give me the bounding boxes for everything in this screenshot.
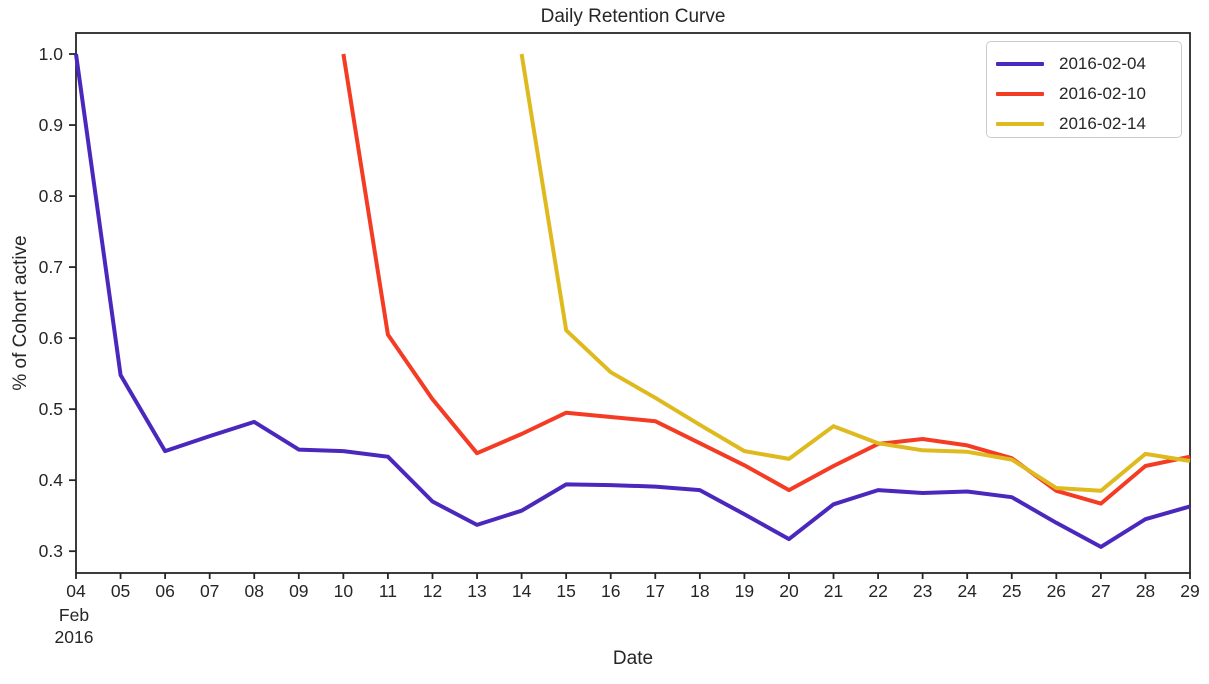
x-tick-label: 13 [467, 581, 486, 601]
x-tick-label: 19 [735, 581, 754, 601]
x-tick-label: 10 [334, 581, 354, 601]
legend-entry-cohort-0204: 2016-02-04 [987, 49, 1181, 79]
series-line-2016-02-04 [74, 53, 1191, 549]
series-line-2016-02-14 [519, 53, 1191, 493]
x-tick-label: 28 [1136, 581, 1155, 601]
x-tick-label: 29 [1180, 581, 1199, 601]
x-tick-label: 24 [957, 581, 977, 601]
y-tick-label: 0.5 [39, 399, 63, 419]
legend-line-swatch [996, 122, 1044, 126]
x-tick-label: 11 [379, 581, 397, 601]
legend-line-swatch [996, 62, 1044, 66]
x-tick-label: 17 [646, 581, 665, 601]
legend-line-swatch [996, 92, 1044, 96]
x-tick-label: 27 [1091, 581, 1110, 601]
y-tick-label: 0.6 [39, 328, 63, 348]
y-tick-label: 0.3 [39, 541, 63, 561]
y-tick-label: 0.9 [39, 115, 63, 135]
x-tick-label: 26 [1047, 581, 1066, 601]
x-tick-label: 09 [289, 581, 308, 601]
legend-label: 2016-02-14 [1059, 114, 1146, 133]
x-tick-label: 07 [200, 581, 219, 601]
x-axis-label: Date [612, 648, 654, 669]
x-tick-label: 04 [66, 581, 86, 601]
x-tick-label: 08 [245, 581, 264, 601]
y-tick-label: 0.4 [39, 470, 64, 490]
y-tick-label: 0.8 [39, 186, 63, 206]
legend-entry-cohort-0210: 2016-02-10 [987, 79, 1181, 109]
x-tick-label: 14 [512, 581, 532, 601]
plot-frame [75, 32, 1191, 574]
x-tick-label: 12 [423, 581, 442, 601]
chart-title: Daily Retention Curve [540, 6, 726, 27]
x-tick-label: 06 [155, 581, 174, 601]
x-tick-label: 05 [111, 581, 130, 601]
x-axis-month-note: Feb [59, 605, 89, 625]
x-tick-label: 21 [824, 581, 843, 601]
x-tick-label: 25 [1002, 581, 1021, 601]
y-tick-label: 0.7 [39, 257, 63, 277]
x-tick-label: 15 [556, 581, 575, 601]
x-tick-label: 16 [601, 581, 620, 601]
x-axis-year-note: 2016 [55, 627, 94, 647]
legend-label: 2016-02-04 [1059, 54, 1146, 73]
x-tick-label: 22 [868, 581, 887, 601]
legend-label: 2016-02-10 [1059, 84, 1146, 103]
legend-entry-cohort-0214: 2016-02-14 [987, 109, 1181, 139]
legend: 2016-02-04 2016-02-10 2016-02-14 [986, 41, 1182, 138]
y-axis-label: % of Cohort active [10, 235, 31, 391]
x-tick-label: 23 [913, 581, 932, 601]
x-tick-label: 20 [779, 581, 799, 601]
y-tick-label: 1.0 [39, 44, 64, 64]
x-tick-label: 18 [690, 581, 709, 601]
